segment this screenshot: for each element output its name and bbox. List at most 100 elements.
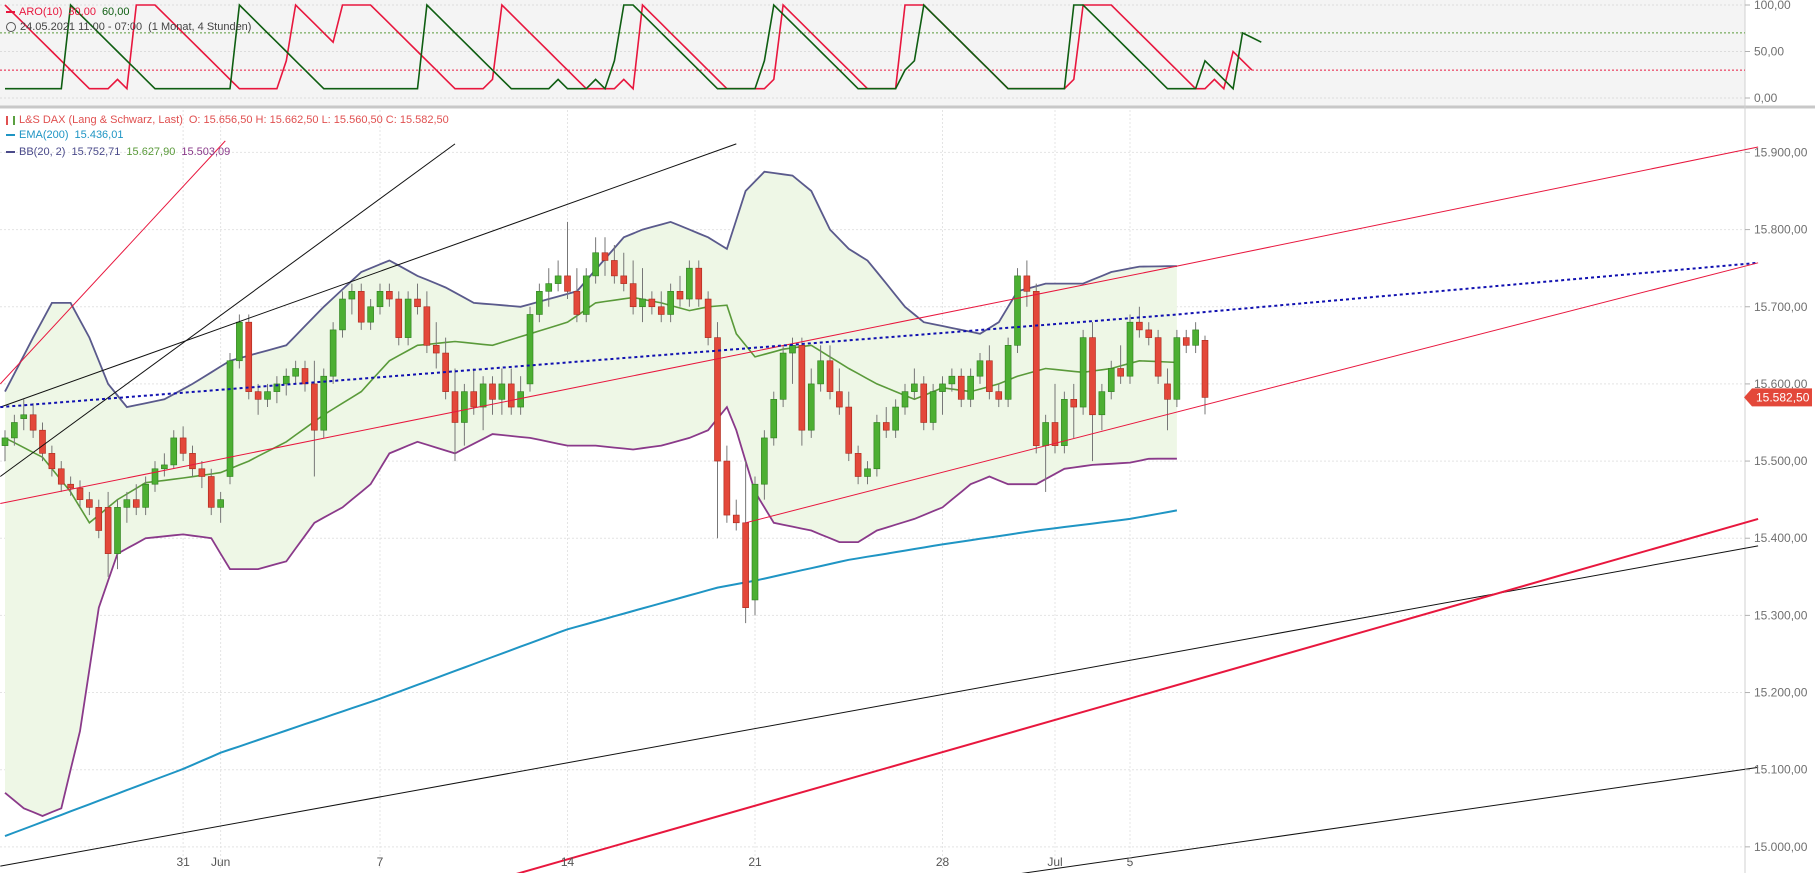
candle-body[interactable]	[1079, 337, 1087, 408]
candle[interactable]	[301, 360, 309, 392]
candle-body[interactable]	[329, 329, 337, 377]
candle[interactable]	[573, 268, 581, 323]
candle-body[interactable]	[536, 291, 543, 315]
candle-body[interactable]	[789, 345, 796, 354]
ema-legend[interactable]: EMA(200) 15.436,01	[6, 129, 129, 141]
candle[interactable]	[901, 383, 909, 415]
candle[interactable]	[254, 383, 262, 415]
candle[interactable]	[367, 299, 374, 330]
candle-body[interactable]	[170, 437, 178, 466]
candle-body[interactable]	[611, 260, 618, 277]
candle-body[interactable]	[189, 453, 196, 470]
trend-line[interactable]	[0, 545, 1759, 867]
candle[interactable]	[170, 430, 178, 469]
candle[interactable]	[873, 414, 881, 477]
candle[interactable]	[161, 453, 168, 477]
candle[interactable]	[376, 283, 384, 315]
candle-body[interactable]	[1070, 399, 1078, 408]
candle-body[interactable]	[761, 437, 768, 485]
candle[interactable]	[1032, 283, 1040, 454]
candle[interactable]	[695, 260, 703, 307]
candle-body[interactable]	[217, 499, 224, 508]
candle[interactable]	[1098, 383, 1106, 431]
candle[interactable]	[582, 268, 590, 323]
candle[interactable]	[957, 368, 965, 408]
candle[interactable]	[236, 314, 243, 369]
candle[interactable]	[1089, 322, 1096, 462]
candle[interactable]	[1023, 260, 1031, 307]
candle-body[interactable]	[1117, 368, 1124, 377]
candle-body[interactable]	[489, 383, 496, 400]
trend-lines[interactable]	[0, 140, 1759, 873]
candle[interactable]	[423, 291, 431, 354]
candle-body[interactable]	[114, 507, 121, 554]
candle[interactable]	[1070, 383, 1078, 438]
candle[interactable]	[639, 268, 646, 323]
candle-body[interactable]	[770, 399, 778, 439]
candle[interactable]	[1182, 329, 1190, 354]
candle[interactable]	[245, 314, 253, 400]
candle-body[interactable]	[451, 391, 459, 423]
candle[interactable]	[329, 322, 337, 384]
candle[interactable]	[339, 291, 346, 338]
candle-body[interactable]	[657, 306, 665, 315]
candle-body[interactable]	[20, 414, 28, 419]
candle-body[interactable]	[76, 487, 84, 500]
candle[interactable]	[1201, 335, 1209, 415]
candle-body[interactable]	[339, 298, 346, 331]
candle-body[interactable]	[779, 352, 787, 400]
candle-body[interactable]	[95, 507, 103, 531]
candle[interactable]	[357, 283, 365, 330]
candle-body[interactable]	[676, 291, 684, 300]
candle-body[interactable]	[264, 391, 271, 400]
candle[interactable]	[1, 430, 9, 462]
candle[interactable]	[451, 368, 459, 462]
candle-body[interactable]	[273, 383, 281, 392]
candle[interactable]	[179, 426, 187, 462]
trend-line[interactable]	[0, 143, 737, 408]
aroon-legend[interactable]: ARO(10) 30,00 60,00	[6, 6, 135, 18]
candle-body[interactable]	[367, 306, 374, 323]
candle-body[interactable]	[179, 437, 187, 454]
candle-body[interactable]	[498, 383, 506, 400]
candle[interactable]	[1136, 306, 1143, 338]
candle-body[interactable]	[629, 283, 637, 308]
candle[interactable]	[95, 499, 103, 539]
candle-body[interactable]	[648, 298, 656, 308]
candle-body[interactable]	[714, 337, 721, 462]
candle[interactable]	[807, 368, 815, 438]
candle[interactable]	[564, 221, 571, 300]
candle-body[interactable]	[142, 483, 149, 508]
candle-body[interactable]	[39, 429, 46, 454]
candlesticks[interactable]	[1, 221, 1209, 624]
candle-body[interactable]	[86, 499, 93, 508]
candle-body[interactable]	[1136, 321, 1143, 331]
candle-body[interactable]	[404, 298, 412, 338]
candle[interactable]	[854, 445, 862, 485]
candle-body[interactable]	[311, 383, 318, 431]
candle-body[interactable]	[207, 476, 215, 508]
candle[interactable]	[395, 291, 403, 346]
candle-body[interactable]	[976, 360, 984, 377]
candle-body[interactable]	[807, 383, 815, 431]
candle-body[interactable]	[1164, 383, 1171, 400]
trend-line[interactable]	[511, 517, 1759, 873]
candle-body[interactable]	[798, 345, 806, 431]
candle[interactable]	[1145, 322, 1153, 346]
candle-body[interactable]	[836, 391, 843, 408]
candle[interactable]	[704, 291, 712, 346]
candle[interactable]	[498, 368, 506, 415]
candle[interactable]	[207, 468, 215, 516]
candle-body[interactable]	[301, 368, 309, 385]
candle[interactable]	[320, 368, 328, 438]
candle[interactable]	[1004, 337, 1012, 408]
candle[interactable]	[348, 283, 356, 315]
candle[interactable]	[864, 461, 871, 485]
candle-body[interactable]	[386, 291, 393, 300]
candle-body[interactable]	[29, 414, 37, 431]
candle-body[interactable]	[1098, 391, 1106, 416]
candle[interactable]	[611, 245, 618, 284]
bb-legend[interactable]: BB(20, 2) 15.752,71 15.627,90 15.503,09	[6, 146, 236, 158]
candle[interactable]	[779, 345, 787, 408]
candle-body[interactable]	[582, 275, 590, 315]
